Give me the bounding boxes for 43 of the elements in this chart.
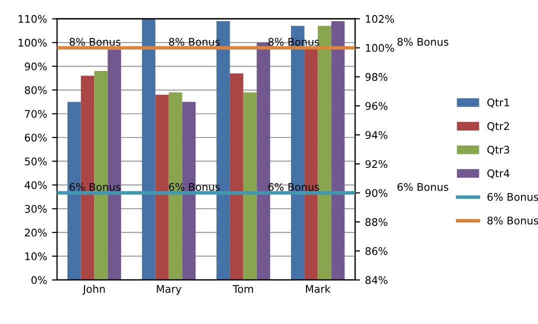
y2-tick-label: 86% bbox=[366, 247, 388, 256]
y-tick-label: 110% bbox=[18, 15, 47, 23]
bar bbox=[230, 73, 244, 280]
y2-tick-label: 92% bbox=[365, 160, 388, 168]
x-tick-label: Mary bbox=[156, 285, 182, 295]
y-tick-label: 40% bbox=[24, 181, 47, 190]
legend-label: Qtr3 bbox=[487, 146, 510, 155]
y2-tick-label: 90% bbox=[365, 189, 388, 197]
x-tick-label: Tom bbox=[232, 285, 253, 293]
y-tick-label: 100% bbox=[18, 38, 47, 47]
legend-label: Qtr2 bbox=[487, 122, 509, 132]
y2-tick-label: 98% bbox=[365, 73, 388, 81]
legend-label: Qtr1 bbox=[487, 98, 509, 108]
y2-tick-label: 100% bbox=[366, 44, 394, 52]
bar bbox=[243, 92, 257, 280]
text: 6% Bonus bbox=[488, 193, 538, 201]
y-tick-label: 60% bbox=[24, 134, 47, 142]
y-tick-label: 0% bbox=[31, 276, 47, 284]
legend-label: Qtr4 bbox=[487, 169, 510, 178]
y-tick-label: 10% bbox=[25, 252, 47, 260]
bar bbox=[155, 94, 169, 280]
y2-tick-label: 96% bbox=[365, 102, 388, 110]
y2-tick-label: 88% bbox=[366, 218, 388, 226]
y2-tick-label: 84% bbox=[366, 276, 388, 284]
bar bbox=[331, 21, 345, 280]
y-tick-label: 90% bbox=[24, 62, 47, 70]
y2-tick-label: 102% bbox=[366, 15, 394, 23]
y-tick-label: 80% bbox=[24, 86, 47, 94]
bar bbox=[142, 18, 156, 280]
x-tick-label: John bbox=[82, 284, 105, 295]
bar bbox=[318, 26, 332, 280]
y-tick-label: 30% bbox=[24, 204, 47, 213]
ref-line-label: 8% Bonus bbox=[70, 38, 120, 46]
text: 8% Bonus bbox=[268, 38, 320, 46]
y-tick-label: 50% bbox=[24, 157, 47, 166]
text: 8% Bonus bbox=[487, 216, 538, 224]
y-tick-label: 20% bbox=[24, 228, 47, 237]
y-tick-label: 70% bbox=[25, 110, 47, 118]
bar bbox=[168, 92, 182, 280]
x-tick-label: Mark bbox=[306, 284, 331, 293]
text: 6% Bonus bbox=[398, 182, 448, 191]
y2-tick-label: 94% bbox=[365, 131, 388, 139]
text: 8% Bonus bbox=[398, 38, 448, 46]
